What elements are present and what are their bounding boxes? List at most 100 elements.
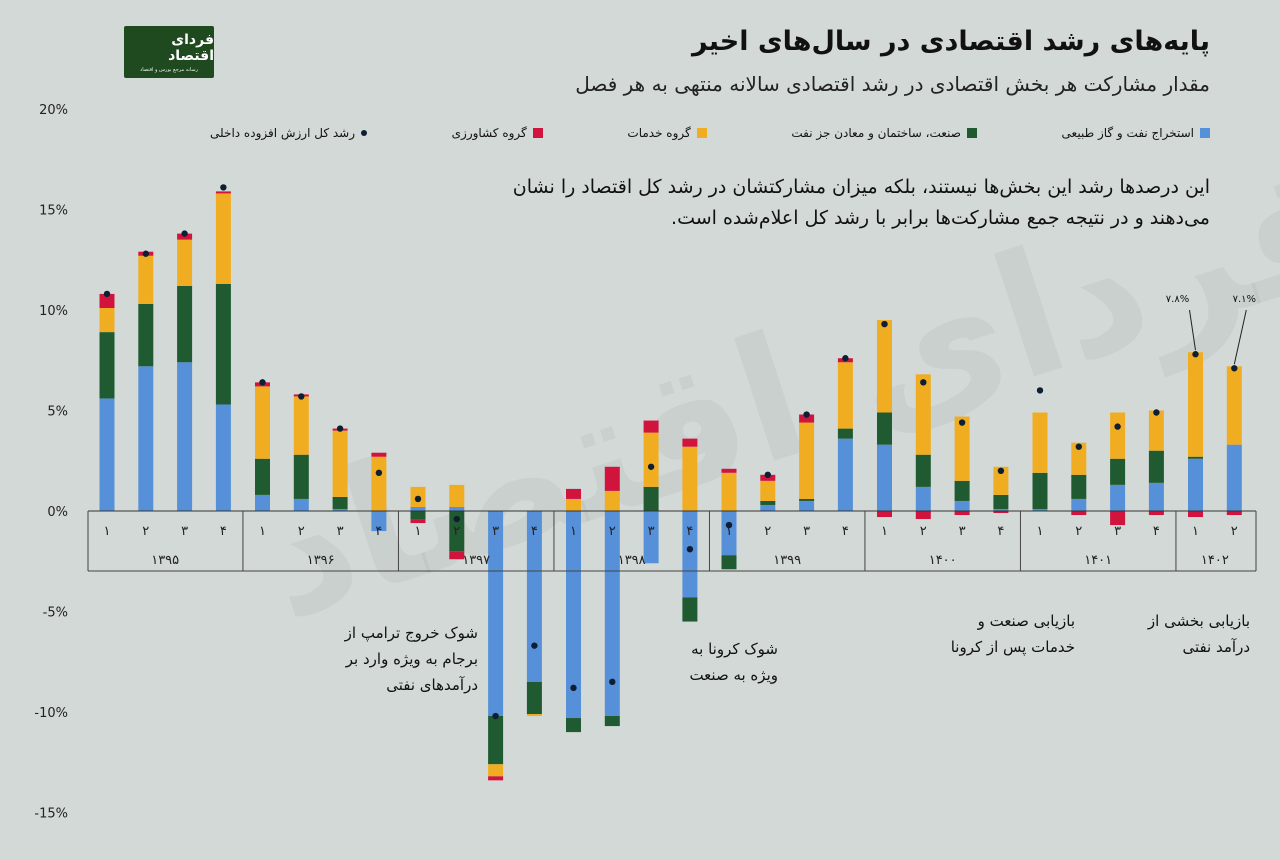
bar-segment-industry [1032, 472, 1048, 509]
bar-segment-agriculture [1110, 511, 1126, 526]
quarter-label: ۴ [1153, 524, 1160, 539]
gdp-total-dot [686, 545, 694, 553]
bar-segment-industry [721, 555, 737, 570]
bar-segment-services [799, 422, 815, 499]
bar-segment-oil [566, 511, 581, 719]
bar-segment-agriculture [1226, 511, 1242, 516]
legend-dot-icon [361, 130, 368, 136]
gdp-total-dot [842, 355, 849, 362]
bar-segment-industry [332, 496, 348, 509]
bar-segment-industry [215, 283, 231, 405]
bar-segment-industry [993, 494, 1009, 509]
bar-segment-services [449, 484, 465, 507]
point-label: ۷.۸% [1166, 294, 1189, 305]
quarter-label: ۱ [104, 524, 111, 539]
bar-segment-agriculture [449, 551, 465, 560]
bar-segment-services [1188, 352, 1203, 457]
bar-segment-agriculture [604, 466, 620, 491]
gdp-total-dot [336, 425, 344, 432]
quarter-label: ۳ [492, 524, 499, 539]
gdp-total-dot [103, 290, 111, 298]
bar-segment-services [371, 456, 387, 511]
annotation-trump-shock: شوک خروج ترامپ از برجام به ویژه وارد بر … [344, 624, 478, 694]
bar-segment-industry [488, 716, 504, 765]
bar-segment-industry [604, 716, 620, 727]
legend-label-agriculture: گروه کشاورزی [451, 126, 527, 140]
quarter-label: ۴ [375, 524, 382, 539]
bar-segment-services [526, 714, 542, 717]
quarter-label: ۱ [570, 524, 577, 539]
bar-segment-agriculture [566, 488, 581, 499]
bar-segment-services [877, 320, 892, 413]
bar-segment-oil [1071, 498, 1087, 511]
bar-segment-oil [993, 508, 1009, 511]
quarter-label: ۴ [997, 524, 1004, 539]
legend-swatch-industry [966, 128, 977, 138]
legend-label-gdp: رشد کل ارزش افزوده داخلی [210, 126, 356, 140]
quarter-label: ۲ [764, 524, 771, 539]
bar-segment-services [1110, 412, 1126, 459]
gdp-total-dot [1114, 423, 1121, 430]
year-label: ۱۴۰۲ [1201, 553, 1229, 568]
brand-logo: فردای اقتصاد رسانه مرجع بورس و اقتصاد [124, 26, 214, 78]
legend-label-oil: استخراج نفت و گاز طبیعی [1061, 126, 1194, 140]
bar-segment-agriculture [488, 776, 504, 781]
gdp-total-dot [881, 320, 888, 328]
y-tick-label: 5% [47, 405, 68, 420]
y-tick-label: 20% [39, 103, 68, 118]
bar-segment-services [138, 255, 154, 304]
legend-swatch-agriculture [532, 128, 543, 138]
gdp-total-dot [1192, 351, 1199, 358]
point-label: ۷.۱% [1233, 294, 1256, 305]
legend-item-agriculture: گروه کشاورزی [452, 126, 543, 140]
y-tick-label: 0% [47, 505, 68, 520]
bar-segment-agriculture [410, 519, 426, 524]
bar-segment-oil [760, 504, 776, 511]
year-label: ۱۳۹۵ [151, 553, 179, 568]
bar-segment-agriculture [1071, 511, 1087, 516]
bar-segment-industry [643, 486, 659, 511]
bar-segment-oil [449, 506, 465, 511]
bar-segment-services [915, 374, 931, 455]
bar-segment-industry [255, 458, 270, 495]
annotation-corona-shock: شوک کرونا به ویژه به صنعت [689, 640, 778, 684]
bar-segment-oil [1188, 458, 1203, 511]
gdp-total-dot [259, 379, 266, 386]
bar-segment-services [682, 446, 698, 511]
quarter-label: ۲ [1075, 524, 1082, 539]
bar-segment-oil [682, 511, 698, 598]
gdp-total-dot [764, 471, 771, 479]
y-tick-label: 10% [39, 304, 68, 319]
bar-segment-services [721, 472, 737, 511]
bar-segment-services [760, 480, 776, 501]
bar-segment-oil [332, 508, 348, 511]
bar-segment-services [993, 466, 1009, 495]
bar-segment-industry [410, 511, 426, 520]
bar-segment-industry [1110, 458, 1126, 485]
bar-segment-agriculture [215, 191, 231, 194]
legend-label-industry: صنعت، ساختمان و معادن جز نفت [791, 126, 961, 140]
legend-swatch-services [696, 128, 707, 138]
bar-segment-agriculture [1148, 511, 1164, 516]
gdp-total-dot [375, 469, 383, 477]
year-label: ۱۳۹۸ [618, 553, 646, 568]
bar-segment-services [1071, 442, 1087, 475]
quarter-label: ۱ [415, 524, 422, 539]
bar-segment-industry [915, 454, 931, 487]
bar-segment-oil [177, 362, 193, 511]
gdp-total-dot [1153, 409, 1160, 416]
gdp-total-dot [958, 419, 966, 426]
chart-subtitle: مقدار مشارکت هر بخش اقتصادی در رشد اقتصا… [575, 72, 1210, 96]
quarter-label: ۲ [1231, 524, 1238, 539]
quarter-label: ۲ [142, 524, 149, 539]
bar-segment-oil [877, 444, 892, 511]
gdp-total-dot [531, 642, 538, 649]
bar-segment-oil [1032, 508, 1048, 511]
logo-subtext: رسانه مرجع بورس و اقتصاد [139, 66, 199, 73]
bar-segment-agriculture [643, 420, 659, 433]
point-label-leader [1233, 309, 1247, 365]
bar-segment-oil [410, 506, 426, 511]
gdp-total-dot [453, 515, 460, 523]
quarter-label: ۲ [298, 524, 305, 539]
bar-segment-oil [255, 494, 270, 511]
